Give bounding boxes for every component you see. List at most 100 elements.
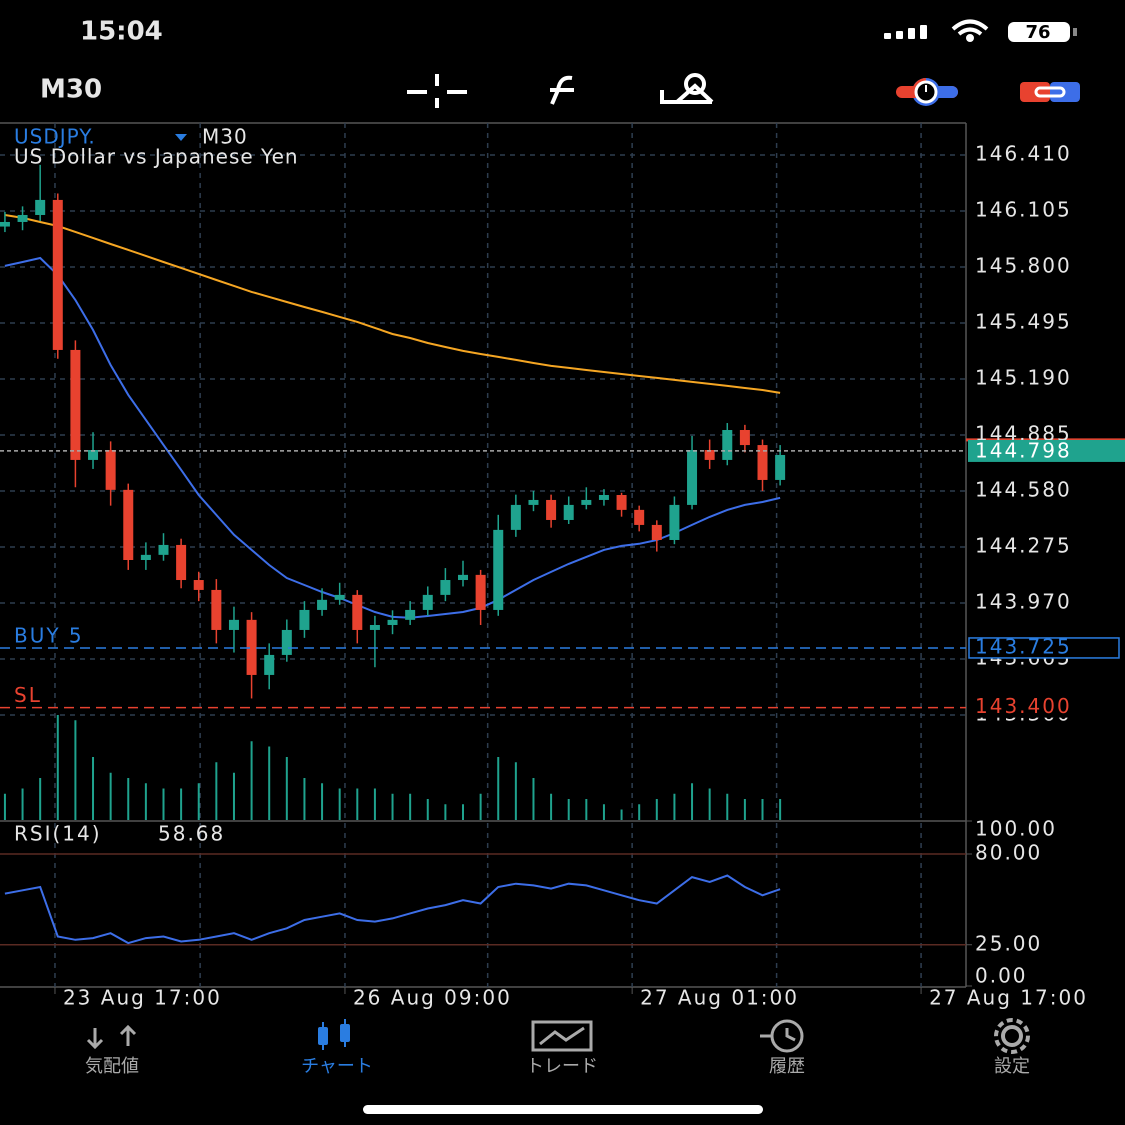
position-badge [968,637,1120,659]
rsi-label: RSI(14) [14,822,102,846]
battery-level: 76 [1025,22,1050,43]
tab-icon [760,1019,804,1053]
y-tick-label: 146.410 [975,141,1072,165]
candle-body [757,445,768,480]
price-label: 144.798 [975,438,1072,462]
trade-button[interactable] [896,78,958,106]
candle-body [52,199,63,350]
rsi-tick-label: 25.00 [975,931,1042,955]
candle-body [458,574,469,581]
candle-body [105,450,116,490]
candle-body [246,619,257,675]
candle-body [669,504,680,540]
candle-body [158,544,169,555]
candle-body [334,594,345,600]
candle-body [704,450,715,460]
chart-mode-button[interactable] [1020,82,1080,102]
symbol-description: US Dollar vs Japanese Yen [14,145,299,169]
price-badge [968,439,1125,462]
y-tick-label: 144.580 [975,477,1072,501]
candle-body [299,609,310,630]
clock: 15:04 [80,17,163,47]
rsi-value: 58.68 [158,822,225,846]
candle-body [228,619,239,630]
rsi-tick-label: 0.00 [975,964,1028,988]
stop-loss-badge [969,697,1119,718]
candle-body [211,589,222,630]
symbol-dropdown[interactable] [175,134,187,141]
x-tick-label: 27 Aug 01:00 [640,986,799,1010]
candle-body [140,554,151,561]
y-tick-label: 145.800 [975,253,1072,277]
candle-body [123,489,134,561]
candle-body [422,594,433,610]
candle-body [563,504,574,520]
candle-body [369,625,380,630]
y-tick-label: 145.190 [975,365,1072,389]
tab-bar: 気配値 チャート トレード 履歴 設定 [85,1018,1030,1077]
wifi-icon [951,19,989,42]
candle-body [387,619,398,626]
tab-label[interactable]: トレード [526,1056,598,1077]
y-tick-label: 146.105 [975,197,1072,221]
tab-label[interactable]: 気配値 [85,1056,139,1077]
moving-average [4,214,781,394]
x-tick-label: 27 Aug 17:00 [929,986,1088,1010]
grid [0,123,966,987]
x-tick-label: 23 Aug 17:00 [63,986,222,1010]
home-indicator [363,1105,763,1114]
battery-tip [1073,28,1077,36]
y-tick-label: 144.275 [975,533,1072,557]
candle-body [598,495,609,500]
candle-body [651,524,662,540]
candle-body [510,504,521,530]
rsi-line [4,874,781,945]
x-tick-label: 26 Aug 09:00 [353,986,512,1010]
timeframe-button[interactable]: M30 [40,75,102,105]
chart-frame [0,122,967,988]
candle-body [317,599,328,610]
y-tick-label: 143.970 [975,589,1072,613]
tab-icon [994,1018,1030,1054]
symbol[interactable]: USDJPY. [14,125,96,149]
rsi-tick-label: 100.00 [975,817,1057,841]
tab-icon [86,1024,137,1050]
candle-body [616,495,627,510]
candle-body [475,574,486,610]
position-price: 143.725 [975,634,1072,658]
candle-body [405,609,416,620]
y-tick-label: 145.495 [975,309,1072,333]
tab-label[interactable]: チャート [301,1056,373,1077]
candle-body [176,544,187,581]
candle-body [70,349,81,460]
candle-body [35,199,46,215]
tab-icon [318,1019,350,1050]
candle-body [581,499,592,505]
chart-timeframe: M30 [202,125,248,149]
candle-body [352,594,363,630]
candle-body [440,580,451,595]
indicators-button[interactable] [550,75,574,105]
candle-body [687,450,698,505]
candle-body [634,509,645,525]
objects-button[interactable] [660,73,714,104]
position-label[interactable]: BUY 5 [14,623,84,647]
candle-body [722,430,733,460]
candle-body [193,580,204,590]
plot [0,164,1125,946]
tab-icon [531,1020,593,1052]
stop-loss-price: 143.400 [975,694,1072,718]
battery [1008,22,1070,42]
stop-loss-label[interactable]: SL [14,683,42,707]
tab-label[interactable]: 設定 [994,1056,1030,1077]
crosshair-button[interactable] [407,74,467,108]
signal-icon [884,25,927,39]
candle-body [0,221,10,227]
candle-body [88,450,99,460]
tab-label[interactable]: 履歴 [769,1056,805,1077]
candle-body [739,430,750,446]
candle-body [546,499,557,520]
candle-body [17,214,28,222]
